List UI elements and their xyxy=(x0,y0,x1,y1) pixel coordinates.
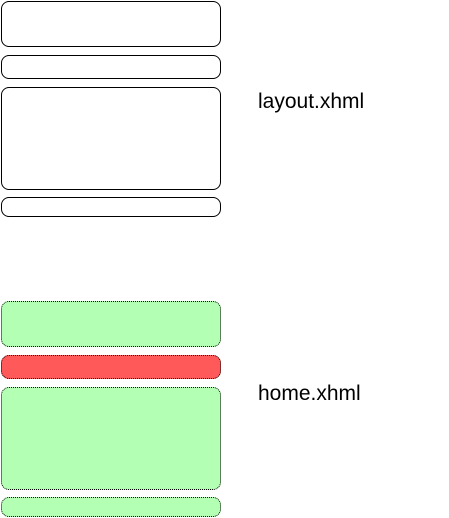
layout-caption: layout.xhml xyxy=(258,90,365,113)
home-footer-block xyxy=(1,497,221,517)
layout-footer-block xyxy=(1,197,221,217)
home-header-block xyxy=(1,301,221,347)
layout-content-block xyxy=(1,87,221,190)
home-content-block xyxy=(1,387,221,490)
layout-header-block xyxy=(1,1,221,47)
home-caption: home.xhml xyxy=(258,382,361,405)
home-nav-block xyxy=(1,355,221,379)
layout-nav-block xyxy=(1,55,221,79)
